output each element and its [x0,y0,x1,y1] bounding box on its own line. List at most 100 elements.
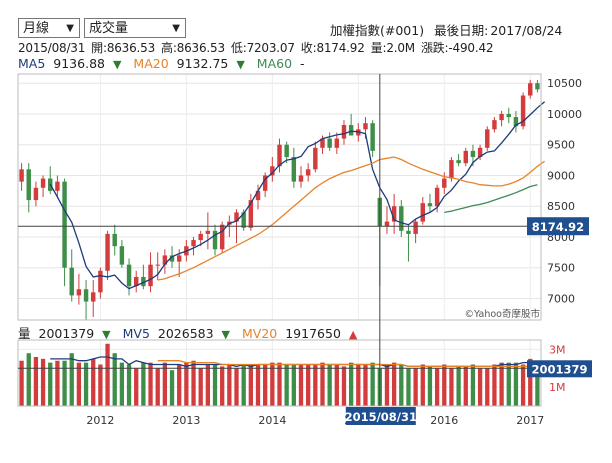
volume-bar [26,353,31,406]
volume-bar [212,364,218,406]
volume-bar [284,364,289,406]
ma20-line [157,156,545,281]
volume-bars [19,343,540,406]
indicator-select[interactable]: 成交量 ▼ [84,18,186,38]
mv20-label: MV20 [242,326,278,341]
candle-body [112,233,117,247]
crosshair-price-label: 8174.92 [532,220,584,234]
vol-legend: 量 2001379 ▼ [18,326,115,341]
ma60-value: - [300,56,305,71]
candle-body [327,138,332,148]
ma5-value: 9136.88 [53,56,105,71]
ohlc-high: 高:8636.53 [161,41,225,55]
price-tick-label: 10000 [547,108,582,121]
mv20-legend: MV20 1917650 ▲ [242,326,361,341]
volume-bar [55,360,60,406]
candle-body [399,206,404,231]
ma20-label: MA20 [133,56,169,71]
x-tick-label: 2016 [430,414,458,427]
volume-tick-label: 1M [549,381,566,394]
vol-arrow-down-icon: ▼ [102,328,111,341]
volume-bar [255,364,261,406]
volume-bar [191,360,196,406]
mv20-value: 1917650 [285,326,341,341]
crosshair-volume-label-bg [527,360,592,378]
ma5-legend: MA5 9136.88 ▼ [18,56,125,71]
volume-bar [334,364,339,406]
volume-bar [456,366,461,406]
candle-body [442,178,447,188]
candle-body [463,150,468,164]
volume-bar [313,364,318,406]
candle-body [83,289,89,302]
volume-bar [205,364,211,406]
volume-bar [434,368,440,406]
vol-label: 量 [18,326,31,341]
candle-body [133,276,139,287]
candle-body [105,233,110,271]
volume-bar [112,353,117,406]
watermark-text: ©Yahoo奇摩股市 [465,308,541,320]
volume-bar [492,364,497,406]
volume-bar [420,364,425,406]
candle-body [205,230,211,234]
volume-bar [506,362,511,406]
candle-body [33,187,39,201]
volume-bar [119,362,125,406]
symbol-name: 加權指數(#001) [330,23,425,38]
volume-bar [83,362,89,406]
volume-bar [220,366,225,406]
candle-body [26,169,31,201]
volume-bar [520,364,526,406]
ohlc-close: 收:8174.92 [300,41,365,55]
volume-bar [105,343,110,406]
candle-body [348,125,354,136]
volume-bar [48,362,53,406]
price-tick-label: 10500 [547,77,582,90]
x-tick-label: 2014 [258,414,286,427]
volume-bar [155,368,160,406]
price-tick-label: 7000 [547,292,575,305]
candle-body [176,255,182,262]
candle-body [119,246,125,265]
ma5-label: MA5 [18,56,46,71]
candle-body [291,157,297,182]
volume-bar [341,366,347,406]
volume-bar [442,364,447,406]
ohlc-change: 漲跌:-490.42 [420,41,494,55]
period-select[interactable]: 月線 ▼ [18,18,80,38]
candle-body [305,169,311,176]
candle-body [255,190,261,201]
candle-body [391,206,397,222]
candle-body [528,83,533,96]
candle-body [91,292,96,302]
price-grid [18,74,541,320]
volume-bar [528,358,533,406]
volume-bar [449,368,454,406]
candle-body [262,175,268,191]
volume-bar [406,368,411,406]
mv20-line [157,360,538,368]
ma-legend: MA5 9136.88 ▼ MA20 9132.75 ▼ MA60 - [18,56,313,71]
volume-bar [535,362,540,406]
candle-body [62,181,67,268]
candle-body [535,83,540,90]
volume-bar [513,362,519,406]
volume-bar [177,364,182,406]
candle-body [277,144,282,167]
ohlc-open: 開:8636.53 [91,41,156,55]
ma20-arrow-down-icon: ▼ [236,58,245,71]
period-select-value: 月線 [23,21,50,36]
volume-bar [62,360,67,406]
volume-bar [184,362,189,406]
axes: 70007500800085009000950010000105001M2M3M… [17,73,582,427]
candle-body [169,255,175,262]
candle-body [513,117,519,127]
volume-bar [320,362,325,406]
volume-bar [363,364,368,406]
crosshair: 8174.92 2001379 2015/08/31 [18,74,592,425]
price-plot-frame [17,73,542,321]
volume-bar [391,362,397,406]
mv5-label: MV5 [122,326,150,341]
